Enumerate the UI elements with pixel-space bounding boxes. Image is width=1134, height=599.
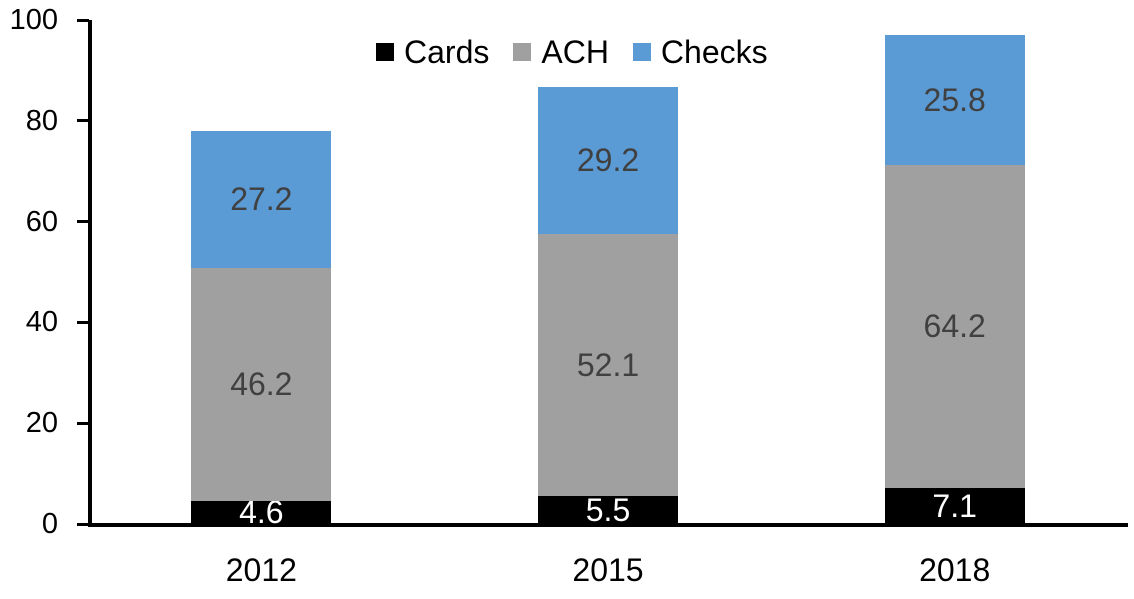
segment-data-label: 52.1 <box>576 346 640 383</box>
y-tick-label: 40 <box>25 306 58 339</box>
segment-data-label: 46.2 <box>230 366 293 403</box>
x-axis-label-2018: 2018 <box>919 552 991 588</box>
y-tick-label: 0 <box>41 508 58 540</box>
legend-swatch-icon <box>376 43 394 61</box>
y-tick-label: 100 <box>9 4 58 36</box>
y-tick <box>77 119 89 123</box>
y-tick <box>77 320 89 324</box>
bar-segment-checks-2018: 25.8 <box>884 34 1025 165</box>
legend-label: ACH <box>541 34 609 70</box>
bar-segment-ach-2018: 64.2 <box>884 164 1025 489</box>
y-tick <box>77 18 89 22</box>
bar-segment-cards-2018: 7.1 <box>884 488 1025 525</box>
legend-label: Cards <box>404 34 490 70</box>
bar-segment-checks-2015: 29.2 <box>538 86 678 234</box>
bar-segment-checks-2012: 27.2 <box>191 130 332 268</box>
legend-label: Checks <box>660 34 768 70</box>
y-tick-label: 80 <box>25 104 58 137</box>
bar-segment-ach-2015: 52.1 <box>538 233 678 497</box>
segment-data-label: 7.1 <box>932 488 977 525</box>
legend-swatch-icon <box>632 43 651 61</box>
legend-item-cards: Cards <box>376 36 489 68</box>
y-tick-label: 20 <box>25 407 58 440</box>
legend: Cards ACH Checks <box>376 36 768 68</box>
y-axis-line <box>88 20 92 527</box>
segment-data-label: 5.5 <box>585 492 631 529</box>
legend-swatch-icon <box>513 43 532 61</box>
segment-data-label: 25.8 <box>923 81 986 118</box>
segment-data-label: 27.2 <box>230 181 293 218</box>
legend-item-ach: ACH <box>513 36 609 68</box>
bar-segment-cards-2015: 5.5 <box>538 492 678 529</box>
y-tick <box>77 522 89 526</box>
bar-segment-cards-2012: 4.6 <box>191 496 332 528</box>
bar-segment-ach-2012: 46.2 <box>191 267 332 501</box>
y-tick-label: 60 <box>25 205 58 238</box>
x-axis-label-2015: 2015 <box>572 552 644 588</box>
legend-item-checks: Checks <box>632 34 768 70</box>
segment-data-label: 29.2 <box>576 142 640 179</box>
y-tick <box>77 220 89 224</box>
x-axis-line <box>88 523 1128 527</box>
y-tick <box>77 421 89 425</box>
segment-data-label: 4.6 <box>239 494 284 531</box>
x-axis-label-2012: 2012 <box>225 552 297 588</box>
segment-data-label: 64.2 <box>923 308 986 345</box>
